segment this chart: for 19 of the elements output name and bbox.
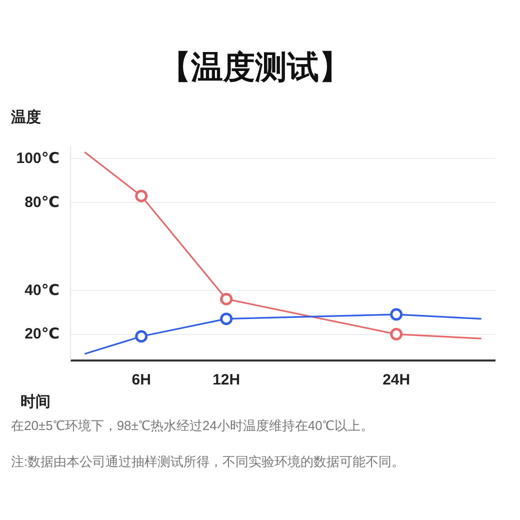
text: 注:数据由本公司通过抽样测试所得，不同实验环境的数据可能不同。: [11, 453, 405, 471]
chart-title: 【温度测试】: [159, 48, 351, 87]
y-tick-label: 80℃: [24, 194, 60, 212]
point: [390, 308, 403, 321]
x-axis-title: 时间: [20, 394, 50, 410]
text: 在20±5℃环境下，98±℃热水经过24小时温度维持在40℃以上。: [11, 417, 374, 435]
y-axis-title: 温度: [11, 108, 41, 128]
point: [135, 330, 148, 343]
point: [135, 190, 148, 202]
y-tick-label: 40℃: [24, 282, 60, 299]
x-tick-label: 12H: [212, 372, 240, 388]
y-tick-label: 100℃: [16, 150, 60, 168]
x-tick-label: 6H: [132, 372, 151, 388]
point: [390, 328, 403, 340]
line-series: [84, 151, 482, 340]
y-tick-label: 20℃: [24, 326, 60, 343]
point: [220, 292, 233, 306]
x-tick-label: 24H: [382, 372, 410, 388]
point: [220, 312, 233, 326]
